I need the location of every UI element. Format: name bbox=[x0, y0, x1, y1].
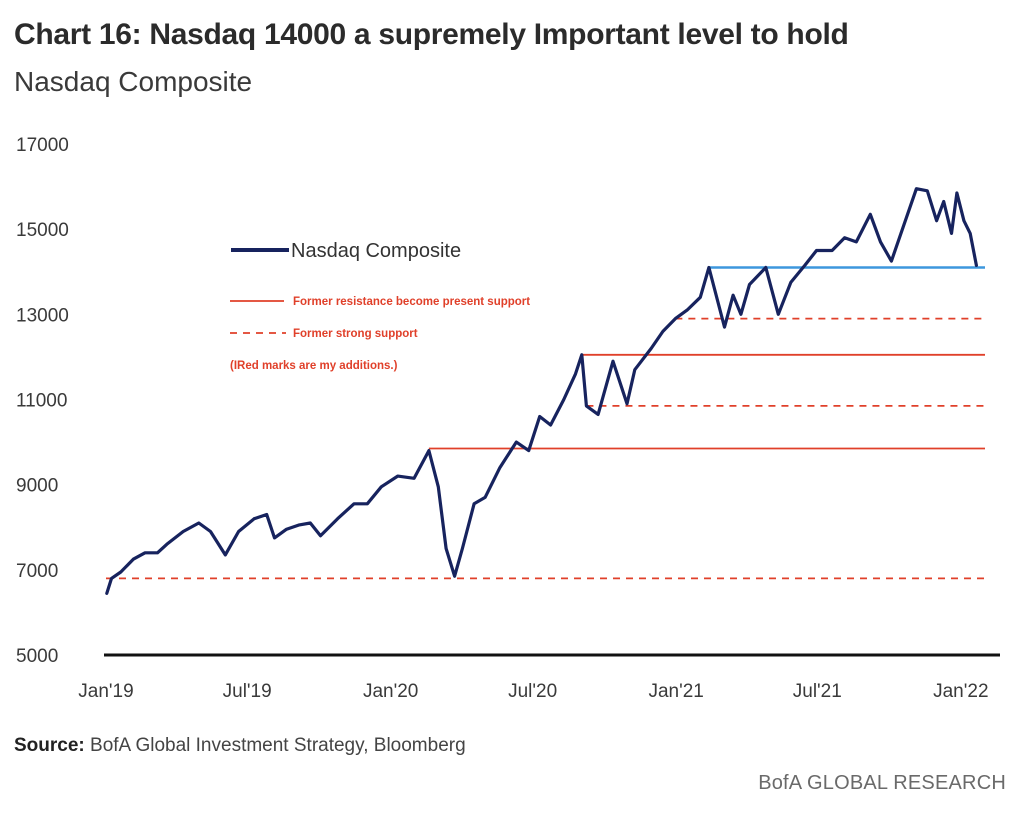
series-line-0 bbox=[105, 187, 979, 595]
x-tick-label-1: Jul'19 bbox=[223, 681, 272, 702]
y-tick-label-0: 5000 bbox=[16, 646, 58, 667]
series-layer bbox=[105, 187, 979, 595]
x-tick-label-3: Jul'20 bbox=[508, 681, 557, 702]
y-tick-label-1: 7000 bbox=[16, 561, 58, 582]
y-tick-label-6: 17000 bbox=[16, 135, 69, 156]
source-text: BofA Global Investment Strategy, Bloombe… bbox=[90, 735, 466, 756]
source-label: Source: bbox=[14, 735, 85, 756]
legend: Nasdaq Composite bbox=[231, 240, 461, 262]
annotation-legend: Former resistance become present support… bbox=[230, 296, 530, 372]
y-tick-label-3: 11000 bbox=[16, 391, 67, 412]
y-tick-label-4: 13000 bbox=[16, 305, 69, 326]
y-tick-label-5: 15000 bbox=[16, 220, 69, 241]
x-tick-label-5: Jul'21 bbox=[793, 681, 842, 702]
chart-title: Chart 16: Nasdaq 14000 a supremely Impor… bbox=[14, 18, 849, 51]
x-tick-label-4: Jan'21 bbox=[648, 681, 703, 702]
x-tick-label-6: Jan'22 bbox=[933, 681, 988, 702]
y-tick-label-2: 9000 bbox=[16, 476, 58, 497]
legend-label: Nasdaq Composite bbox=[291, 240, 461, 262]
x-tick-label-2: Jan'20 bbox=[363, 681, 418, 702]
annotation-note: (IRed marks are my additions.) bbox=[230, 360, 398, 372]
annotation-support: Former strong support bbox=[293, 328, 418, 340]
axes: 5000 7000 9000 11000 13000 15000 17000 Jan'19 Ju… bbox=[16, 135, 1000, 702]
x-tick-label-0: Jan'19 bbox=[78, 681, 133, 702]
brand-label: BofA GLOBAL RESEARCH bbox=[758, 772, 1006, 794]
reference-lines bbox=[106, 266, 985, 580]
annotation-resistance: Former resistance become present support bbox=[293, 296, 530, 308]
chart-subtitle: Nasdaq Composite bbox=[14, 66, 253, 97]
source-note: Source: BofA Global Investment Strategy,… bbox=[14, 735, 466, 757]
